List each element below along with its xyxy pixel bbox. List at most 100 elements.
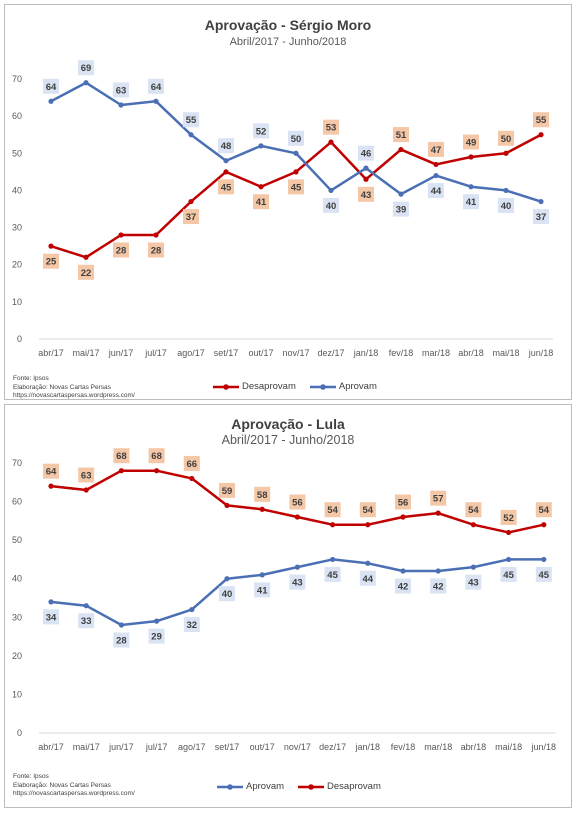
data-label-aprovam: 48	[218, 138, 234, 154]
x-tick-label: set/17	[214, 348, 239, 358]
data-point-aprovam	[48, 98, 54, 104]
x-tick-label: abr/17	[38, 348, 64, 358]
data-label-background	[219, 482, 235, 498]
data-point-desaprovam	[154, 468, 160, 474]
y-tick-label: 40	[12, 574, 22, 584]
data-label-aprovam: 40	[219, 586, 235, 602]
source-line: Fonte: Ipsos	[13, 375, 49, 382]
data-label-background	[359, 570, 376, 586]
data-label-background	[43, 253, 59, 269]
data-label-text: 51	[396, 130, 407, 141]
data-label-text: 64	[46, 467, 57, 478]
data-label-desaprovam: 58	[254, 486, 271, 502]
y-tick-label: 0	[17, 334, 22, 344]
x-tick-label: mai/17	[73, 742, 100, 752]
data-label-text: 32	[187, 620, 198, 631]
data-label-text: 64	[151, 82, 162, 93]
data-label-text: 56	[398, 498, 409, 509]
data-label-text: 52	[256, 126, 267, 137]
data-label-desaprovam: 22	[78, 264, 94, 280]
data-label-background	[254, 582, 271, 598]
legend-swatch	[298, 783, 325, 790]
data-label-desaprovam: 52	[500, 509, 517, 525]
data-label-text: 55	[186, 115, 197, 126]
x-tick-label: jul/17	[144, 348, 167, 358]
y-tick-label: 60	[12, 111, 22, 121]
data-point-aprovam	[503, 187, 509, 194]
data-point-desaprovam	[188, 198, 194, 205]
y-tick-label: 60	[12, 497, 22, 507]
data-label-aprovam: 40	[498, 197, 514, 213]
x-tick-label: jul/17	[145, 742, 168, 752]
data-point-aprovam	[433, 172, 439, 179]
data-label-background	[324, 566, 341, 582]
data-point-desaprovam	[293, 169, 299, 175]
data-label-desaprovam: 56	[289, 494, 306, 510]
x-tick-label: dez/17	[317, 348, 344, 358]
data-label-background	[395, 494, 411, 510]
data-label-background	[324, 502, 341, 518]
data-point-aprovam	[328, 187, 334, 194]
data-label-aprovam: 44	[428, 183, 444, 199]
data-label-background	[183, 209, 199, 225]
data-label-text: 43	[292, 578, 303, 589]
x-tick-label: abr/18	[458, 348, 484, 358]
data-label-background	[533, 112, 549, 128]
data-label-background	[498, 197, 514, 213]
data-label-aprovam: 64	[43, 78, 59, 94]
data-label-text: 45	[503, 570, 514, 581]
data-label-aprovam: 43	[289, 574, 306, 590]
data-label-background	[148, 78, 164, 94]
data-label-text: 63	[116, 86, 127, 97]
data-point-aprovam	[189, 606, 195, 613]
data-label-aprovam: 34	[43, 609, 59, 625]
data-label-text: 33	[81, 616, 92, 627]
legend-item-aprovam: Aprovam	[217, 781, 284, 792]
data-label-aprovam: 39	[393, 201, 409, 217]
data-label-text: 44	[431, 186, 442, 197]
data-label-desaprovam: 63	[78, 467, 95, 483]
data-label-aprovam: 50	[288, 130, 304, 146]
data-point-aprovam	[293, 150, 299, 156]
x-tick-label: jun/17	[108, 742, 134, 752]
data-label-text: 58	[257, 490, 268, 501]
data-label-aprovam: 46	[358, 145, 374, 161]
data-label-text: 39	[396, 205, 407, 216]
data-label-desaprovam: 50	[498, 130, 514, 146]
y-tick-label: 70	[12, 74, 22, 84]
y-tick-label: 20	[12, 651, 22, 661]
data-label-desaprovam: 47	[428, 141, 444, 157]
data-label-background	[500, 509, 517, 525]
data-label-desaprovam: 59	[219, 482, 235, 498]
data-label-text: 52	[503, 513, 514, 524]
y-tick-label: 30	[12, 223, 22, 233]
data-label-background	[289, 494, 306, 510]
data-point-desaprovam	[541, 522, 547, 528]
data-label-aprovam: 37	[533, 209, 549, 225]
data-label-desaprovam: 45	[218, 179, 234, 195]
data-label-aprovam: 45	[324, 566, 341, 582]
data-label-desaprovam: 64	[43, 463, 59, 479]
data-label-desaprovam: 53	[323, 119, 339, 135]
data-point-desaprovam	[398, 146, 404, 153]
data-label-text: 53	[326, 123, 337, 134]
x-tick-label: fev/18	[389, 348, 414, 358]
data-label-text: 34	[46, 612, 57, 623]
data-label-text: 41	[256, 197, 267, 208]
data-label-text: 40	[326, 201, 337, 212]
data-point-aprovam	[118, 622, 124, 628]
data-label-text: 68	[151, 451, 162, 462]
data-label-background	[43, 463, 59, 479]
legend-swatch	[309, 383, 336, 390]
legend-label: Aprovam	[338, 381, 377, 392]
data-label-text: 44	[363, 574, 374, 585]
data-label-text: 22	[81, 268, 92, 279]
data-label-background	[359, 502, 376, 518]
chart-subtitle: Abril/2017 - Junho/2018	[229, 36, 347, 48]
data-label-aprovam: 42	[430, 578, 447, 594]
data-point-aprovam	[83, 80, 89, 86]
data-label-desaprovam: 41	[253, 194, 269, 210]
data-label-text: 40	[222, 589, 233, 600]
data-label-text: 25	[46, 257, 57, 268]
x-tick-label: nov/17	[282, 348, 309, 358]
